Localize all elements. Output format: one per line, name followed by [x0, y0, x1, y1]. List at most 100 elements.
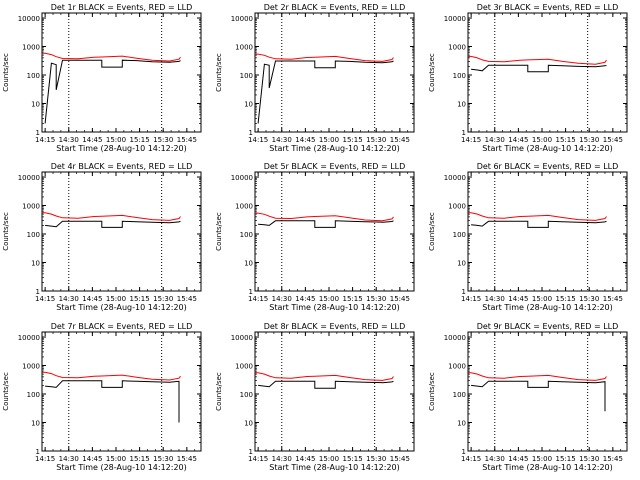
lld-series-line [41, 212, 181, 221]
x-tick-label: 14:45 [508, 136, 528, 144]
y-tick-label: 1000 [22, 203, 40, 211]
lld-series-line [467, 55, 607, 65]
y-axis-label: Counts/sec [215, 212, 223, 251]
x-tick-label: 15:45 [177, 455, 197, 463]
x-tick-label: 15:00 [106, 295, 126, 303]
y-tick-label: 10 [244, 420, 253, 428]
y-tick-label: 10000 [18, 15, 40, 23]
x-tick-label: 15:00 [532, 455, 552, 463]
x-axis-label: Start Time (28-Aug-10 14:12:20) [482, 144, 613, 153]
x-tick-label: 15:30 [579, 136, 599, 144]
x-axis-label: Start Time (28-Aug-10 14:12:20) [56, 303, 187, 312]
x-tick-label: 15:45 [603, 295, 623, 303]
x-tick-label: 15:45 [177, 295, 197, 303]
x-tick-label: 15:30 [366, 455, 386, 463]
y-tick-label: 1 [36, 448, 40, 456]
y-tick-label: 100 [453, 72, 466, 80]
y-axis-label: Counts/sec [2, 212, 10, 251]
x-tick-label: 14:45 [82, 455, 102, 463]
plot-frame [254, 331, 415, 452]
x-tick-label: 15:00 [106, 455, 126, 463]
x-tick-label: 14:30 [59, 455, 79, 463]
x-tick-label: 15:15 [343, 455, 363, 463]
x-tick-label: 15:45 [390, 136, 410, 144]
y-axis-label: Counts/sec [428, 372, 436, 411]
x-tick-label: 15:30 [153, 136, 173, 144]
detector-panel: Det 3r BLACK = Events, RED = LLD 1 10 100 10… [428, 3, 628, 153]
x-axis-label: Start Time (28-Aug-10 14:12:20) [269, 463, 400, 472]
x-tick-label: 15:15 [343, 295, 363, 303]
y-tick-label: 10 [31, 420, 40, 428]
x-tick-label: 15:30 [579, 295, 599, 303]
y-tick-label: 100 [27, 72, 40, 80]
x-tick-label: 14:15 [35, 295, 55, 303]
x-tick-label: 15:30 [579, 455, 599, 463]
plot-title: Det 9r BLACK = Events, RED = LLD [477, 322, 619, 331]
x-tick-label: 14:30 [59, 136, 79, 144]
x-tick-label: 15:00 [319, 136, 339, 144]
x-tick-label: 14:15 [461, 136, 481, 144]
y-tick-label: 1 [462, 129, 466, 137]
x-tick-label: 15:00 [532, 295, 552, 303]
y-tick-label: 1000 [235, 44, 253, 52]
x-axis-label: Start Time (28-Aug-10 14:12:20) [269, 303, 400, 312]
y-tick-label: 1 [36, 288, 40, 296]
x-tick-label: 15:00 [319, 455, 339, 463]
x-tick-label: 15:15 [130, 295, 150, 303]
x-tick-label: 15:45 [390, 455, 410, 463]
y-tick-label: 10 [457, 260, 466, 268]
x-tick-label: 14:15 [461, 455, 481, 463]
x-axis-label: Start Time (28-Aug-10 14:12:20) [56, 463, 187, 472]
y-tick-label: 1 [249, 288, 253, 296]
x-tick-label: 14:30 [59, 295, 79, 303]
plot-title: Det 2r BLACK = Events, RED = LLD [264, 3, 406, 12]
y-tick-label: 10000 [231, 15, 253, 23]
plot-frame [41, 331, 202, 452]
x-tick-label: 14:15 [35, 136, 55, 144]
events-series-line [471, 380, 606, 412]
y-tick-label: 100 [240, 72, 253, 80]
lld-series-line [254, 53, 394, 62]
x-tick-label: 15:15 [556, 136, 576, 144]
y-tick-label: 1 [462, 288, 466, 296]
plot-frame [41, 171, 202, 292]
detector-panel: Det 4r BLACK = Events, RED = LLD 1 10 100 10… [2, 162, 202, 312]
plot-title: Det 7r BLACK = Events, RED = LLD [51, 322, 193, 331]
y-tick-label: 100 [453, 231, 466, 239]
y-tick-label: 1 [249, 448, 253, 456]
y-tick-label: 10000 [231, 334, 253, 342]
x-tick-label: 14:15 [248, 455, 268, 463]
y-tick-label: 10 [457, 101, 466, 109]
y-axis-label: Counts/sec [2, 372, 10, 411]
plot-title: Det 1r BLACK = Events, RED = LLD [51, 3, 193, 12]
y-tick-label: 1000 [448, 203, 466, 211]
x-axis-label: Start Time (28-Aug-10 14:12:20) [56, 144, 187, 153]
y-axis-label: Counts/sec [215, 53, 223, 92]
y-tick-label: 100 [27, 231, 40, 239]
plot-frame [254, 12, 415, 133]
y-tick-label: 1 [36, 129, 40, 137]
lld-series-line [467, 212, 607, 221]
y-tick-label: 1000 [448, 363, 466, 371]
x-tick-label: 14:45 [295, 295, 315, 303]
plot-frame [467, 171, 628, 292]
x-tick-label: 14:45 [82, 136, 102, 144]
plot-frame [467, 12, 628, 133]
detector-panel: Det 9r BLACK = Events, RED = LLD 1 10 100 10… [428, 322, 628, 472]
y-tick-label: 100 [240, 391, 253, 399]
detector-panel: Det 2r BLACK = Events, RED = LLD 1 10 100 10… [215, 3, 415, 153]
x-tick-label: 14:30 [485, 136, 505, 144]
events-series-line [257, 60, 394, 124]
events-series-line [258, 380, 394, 389]
lld-series-line [254, 372, 394, 381]
y-tick-label: 10 [31, 260, 40, 268]
x-tick-label: 15:15 [130, 136, 150, 144]
y-axis-label: Counts/sec [428, 212, 436, 251]
y-tick-label: 1000 [22, 44, 40, 52]
x-tick-label: 15:00 [532, 136, 552, 144]
y-tick-label: 10 [244, 260, 253, 268]
x-tick-label: 14:15 [248, 136, 268, 144]
x-tick-label: 14:30 [485, 455, 505, 463]
y-tick-label: 1000 [22, 363, 40, 371]
